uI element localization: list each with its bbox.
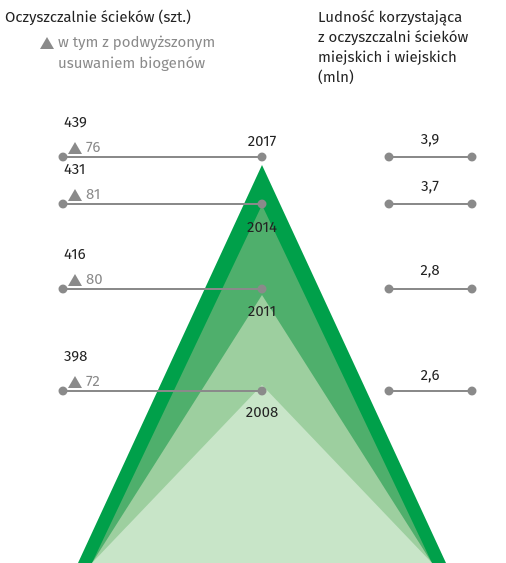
dot	[58, 152, 68, 162]
dot	[58, 284, 68, 294]
right-title: Ludność korzystająca	[318, 8, 462, 26]
total-label: 416	[64, 245, 86, 263]
dot	[467, 386, 477, 396]
dot	[257, 284, 267, 294]
dot	[467, 284, 477, 294]
right-title: z oczyszczalni ścieków	[318, 28, 469, 46]
triangle-2008	[92, 385, 432, 563]
biogen-label: 76	[86, 138, 100, 156]
dot	[467, 152, 477, 162]
dot	[384, 386, 394, 396]
biogen-triangle	[68, 189, 82, 201]
population-label: 3,9	[421, 130, 440, 148]
population-label: 2,8	[420, 261, 439, 279]
dot	[257, 199, 267, 209]
biogen-triangle	[68, 142, 82, 154]
total-label: 398	[64, 347, 87, 365]
biogen-label: 80	[86, 270, 103, 288]
dot	[384, 152, 394, 162]
year-label: 2014	[247, 218, 277, 236]
population-label: 3,7	[421, 177, 439, 195]
dot	[384, 284, 394, 294]
biogen-label: 81	[86, 185, 100, 203]
biogen-triangle	[68, 274, 82, 286]
dot	[257, 386, 267, 396]
dot	[467, 199, 477, 209]
population-label: 2,6	[421, 366, 440, 384]
total-label: 439	[64, 113, 87, 131]
right-title: miejskich i wiejskich	[318, 48, 457, 66]
legend-triangle	[40, 37, 54, 49]
dot	[58, 386, 68, 396]
year-label: 2008	[246, 403, 278, 421]
left-title: Oczyszczalnie ścieków (szt.)	[5, 8, 191, 26]
biogen-label: 72	[86, 372, 100, 390]
dot	[384, 199, 394, 209]
year-label: 2011	[248, 302, 276, 320]
year-label: 2017	[248, 132, 277, 150]
total-label: 431	[64, 160, 85, 178]
legend-text: usuwaniem biogenów	[58, 54, 205, 72]
dot	[58, 199, 68, 209]
dot	[257, 152, 267, 162]
legend-text: w tym z podwyższonym	[58, 33, 215, 51]
right-title: (mln)	[318, 68, 354, 86]
biogen-triangle	[68, 376, 82, 388]
